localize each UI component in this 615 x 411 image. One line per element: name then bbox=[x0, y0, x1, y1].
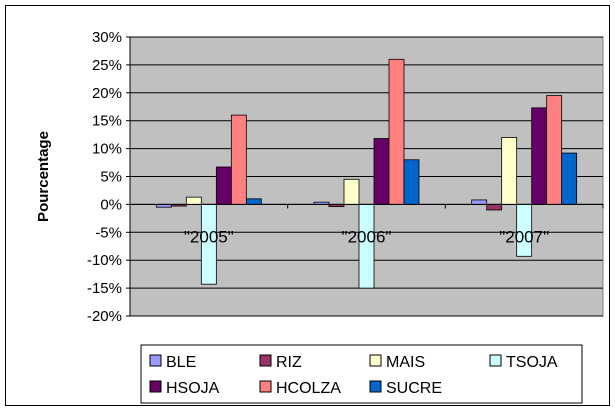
y-tick-label: 25% bbox=[92, 57, 122, 74]
bars bbox=[155, 58, 578, 289]
y-tick-label: 10% bbox=[92, 141, 122, 158]
y-tick-label: 30% bbox=[92, 29, 122, 46]
bar-riz bbox=[486, 203, 503, 211]
bar-sucre bbox=[403, 159, 420, 205]
y-tick-label: 0% bbox=[100, 196, 122, 213]
bar-ble bbox=[471, 199, 488, 205]
y-tick-label: -5% bbox=[95, 224, 122, 241]
bar-sucre bbox=[245, 198, 262, 205]
legend-label: MAIS bbox=[386, 354, 425, 371]
legend-label: TSOJA bbox=[506, 354, 558, 371]
bar-sucre bbox=[561, 152, 578, 205]
legend-label: HCOLZA bbox=[276, 380, 341, 397]
y-axis-label: Pourcentage bbox=[35, 131, 52, 222]
bar-hsoja bbox=[531, 107, 548, 205]
y-tick-label: 15% bbox=[92, 113, 122, 130]
legend-swatch-sucre bbox=[369, 380, 382, 393]
legend-label: SUCRE bbox=[386, 380, 442, 397]
bar-hsoja bbox=[215, 166, 232, 205]
bar-mais bbox=[185, 196, 202, 205]
bar-hcolza bbox=[388, 58, 405, 205]
legend-swatch-tsoja bbox=[489, 354, 502, 367]
y-tick-label: 5% bbox=[100, 169, 122, 186]
y-tick-label: 20% bbox=[92, 85, 122, 102]
legend-label: BLE bbox=[166, 354, 196, 371]
legend-swatch-mais bbox=[369, 354, 382, 367]
bar-hsoja bbox=[373, 138, 390, 205]
x-category-label: "2005" bbox=[184, 227, 234, 246]
legend-label: RIZ bbox=[276, 354, 302, 371]
y-tick-labels: 30% 25% 20% 15% 10% 5% 0% -5% -10% -15% -20% bbox=[87, 29, 122, 325]
legend-label: HSOJA bbox=[166, 380, 220, 397]
x-category-labels: "2005" "2006" "2007" bbox=[184, 227, 549, 246]
legend-swatch-hcolza bbox=[259, 380, 272, 393]
bar-hcolza bbox=[546, 95, 563, 205]
legend: BLE RIZ MAIS TSOJA HSOJA HCOLZA SUCRE bbox=[149, 354, 558, 397]
y-tick-label: -15% bbox=[87, 280, 122, 297]
bar-mais bbox=[343, 178, 360, 205]
bar-hcolza bbox=[230, 114, 247, 205]
bar-mais bbox=[501, 137, 518, 205]
legend-swatch-hsoja bbox=[149, 380, 162, 393]
y-tick-label: -20% bbox=[87, 308, 122, 325]
x-category-label: "2007" bbox=[499, 227, 549, 246]
legend-box bbox=[140, 344, 583, 404]
legend-swatch-ble bbox=[149, 354, 162, 367]
x-category-label: "2006" bbox=[342, 227, 392, 246]
y-tick-label: -10% bbox=[87, 252, 122, 269]
legend-swatch-riz bbox=[259, 354, 272, 367]
